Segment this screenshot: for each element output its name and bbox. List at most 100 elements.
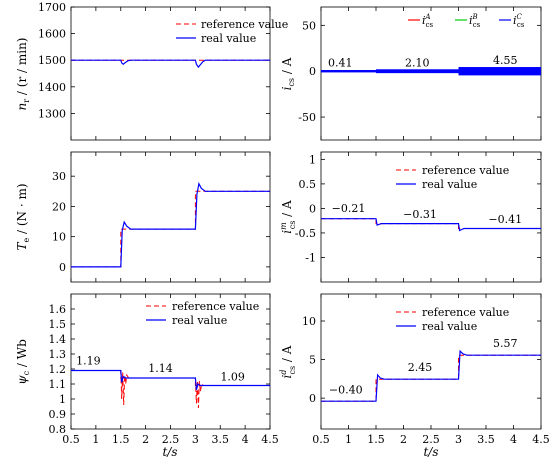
legend: reference value real value (396, 164, 509, 191)
legend-label: reference value (422, 306, 509, 319)
x-tick-label: 1 (92, 433, 99, 446)
series-group (321, 218, 541, 232)
real-line (321, 218, 541, 232)
y-tick-label: 50 (302, 19, 316, 32)
y-tick-label: 5 (309, 354, 316, 367)
panel-current-m: -1 -0.5 0 0.5 1 −0.21 −0.31 −0.41 imcs / A ref… (279, 151, 542, 283)
y-axis-label: Te / (N · m) (15, 183, 31, 250)
y-tick-label: -50 (298, 111, 316, 124)
value-annotation: 2.10 (405, 57, 430, 70)
x-tick-label: 1.5 (367, 433, 385, 446)
y-tick-label: 10 (52, 231, 66, 244)
y-axis-label: nr / (r / min) (15, 38, 31, 111)
legend: reference value real value (176, 18, 288, 45)
y-tick-label: 1.4 (49, 333, 67, 346)
real-line (71, 181, 270, 268)
y-axis-label: imcs / A (279, 200, 297, 234)
x-tick-label: 2 (142, 433, 149, 446)
x-tick-label: 1.5 (112, 433, 130, 446)
y-axis-label: ics / A (280, 57, 296, 90)
y-tick-label: 1.5 (49, 318, 67, 331)
x-tick-label: 4.5 (532, 433, 550, 446)
legend-label-c: iC cs (513, 13, 525, 29)
panel-speed: 1300 1400 1500 1600 1700 nr / (r / min) refe… (15, 1, 288, 141)
y-tick-label: -1 (305, 251, 316, 264)
current-band (321, 70, 376, 73)
y-tick-label: 1.2 (49, 363, 67, 376)
y-tick-label: 0 (309, 392, 316, 405)
annotations: 0.41 2.10 4.55 (328, 54, 518, 70)
x-tick-label: 0.5 (312, 433, 330, 446)
panel-phase-current: -50 0 50 0.41 2.10 4.55 ics / A iA cs iB cs iC… (280, 6, 542, 141)
series-group (71, 369, 270, 409)
y-tick-label: 0.9 (49, 408, 67, 421)
legend-label: reference value (172, 300, 259, 313)
value-annotation: 1.19 (76, 355, 101, 368)
panel-torque: 0 10 20 30 Te / (N · m) (15, 151, 271, 283)
legend-label-b: iB cs (469, 13, 481, 29)
value-annotation: −0.31 (403, 208, 437, 221)
value-annotation: 5.57 (493, 337, 518, 350)
annotations: −0.21 −0.31 −0.41 (332, 202, 522, 226)
series-group (321, 67, 541, 76)
series-group (321, 349, 541, 402)
legend-label: real value (201, 32, 256, 45)
y-tick-label: 10 (302, 315, 316, 328)
legend-label: real value (422, 178, 477, 191)
y-tick-label: 1600 (38, 28, 66, 41)
y-tick-label: 1.1 (49, 378, 67, 391)
value-annotation: 4.55 (493, 54, 518, 67)
value-annotation: 0.41 (328, 57, 353, 70)
y-tick-label: 30 (52, 170, 66, 183)
y-ticks: -1 -0.5 0 0.5 1 (295, 153, 541, 264)
panel-flux: 0.8 0.9 1 1.1 1.2 1.3 1.4 1.5 1.6 0.5 1 1.5 2 2.5 3 3.… (15, 293, 279, 459)
plot-frame (70, 151, 271, 283)
real-line (71, 59, 270, 69)
x-tick-label: 3 (192, 433, 199, 446)
series-group (71, 59, 270, 69)
series-group (71, 181, 270, 268)
x-ticks (320, 152, 542, 282)
x-tick-label: 3 (455, 433, 462, 446)
annotations: 1.19 1.14 1.09 (76, 355, 245, 384)
y-tick-label: 1300 (38, 107, 66, 120)
y-axis-label: idcs / A (279, 345, 297, 378)
y-tick-label: 0 (309, 202, 316, 215)
value-annotation: 1.14 (148, 362, 173, 375)
value-annotation: −0.21 (332, 202, 366, 215)
x-ticks: 0.5 1 1.5 2 2.5 3 3.5 4 4.5 (62, 294, 279, 446)
reference-line (120, 370, 204, 409)
x-tick-label: 4.5 (261, 433, 279, 446)
x-tick-label: 2.5 (162, 433, 180, 446)
legend: reference value real value (146, 300, 259, 327)
legend-label: real value (172, 314, 227, 327)
y-tick-label: 1.6 (49, 303, 67, 316)
y-ticks: 0.8 0.9 1 1.1 1.2 1.3 1.4 1.5 1.6 (49, 303, 270, 436)
x-ticks (70, 152, 271, 282)
x-tick-label: 2 (400, 433, 407, 446)
x-tick-label: 3.5 (212, 433, 230, 446)
current-band (376, 69, 459, 74)
current-band (458, 67, 541, 76)
y-axis-label: ψc / Wb (15, 339, 31, 385)
legend-label: real value (422, 320, 477, 333)
legend-label: reference value (201, 18, 288, 31)
legend: reference value real value (396, 306, 509, 333)
y-tick-label: 1 (309, 153, 316, 166)
x-ticks: 0.5 1 1.5 2 2.5 3 3.5 4 4.5 (312, 294, 550, 446)
y-ticks: 1300 1400 1500 1600 1700 (38, 1, 270, 120)
value-annotation: 1.09 (220, 370, 245, 383)
x-tick-label: 4 (510, 433, 517, 446)
annotations: −0.40 2.45 5.57 (329, 337, 518, 396)
legend: iA cs iB cs iC cs (408, 13, 525, 29)
real-line (71, 369, 270, 391)
value-annotation: 2.45 (408, 361, 433, 374)
x-axis-label: t/s (162, 445, 177, 459)
y-tick-label: 1400 (38, 81, 66, 94)
x-axis-label: t/s (423, 445, 438, 459)
value-annotation: −0.41 (488, 213, 522, 226)
y-tick-label: 1.3 (49, 348, 67, 361)
y-tick-label: 20 (52, 200, 66, 213)
y-tick-label: 0.8 (49, 423, 67, 436)
